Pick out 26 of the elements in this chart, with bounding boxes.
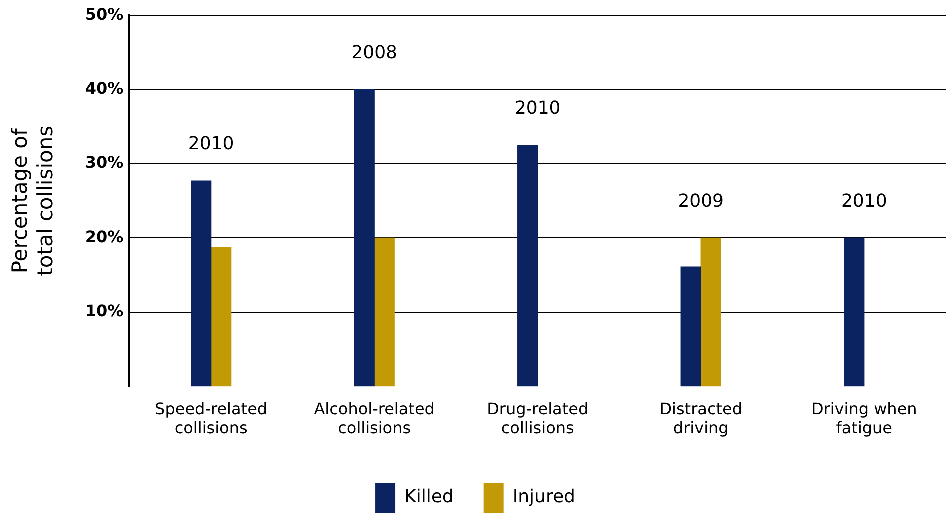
y-axis-title: Percentage of total collisions (8, 126, 58, 276)
annotation: 2010 (514, 98, 561, 120)
x-tick-label: Speed-related collisions (155, 399, 268, 438)
bar (518, 145, 538, 387)
x-tick-label: Driving when fatigue (811, 399, 918, 438)
y-tick-label: 50% (85, 4, 124, 24)
bar (700, 238, 722, 387)
bar (210, 248, 232, 387)
annotation: 2010 (841, 190, 888, 212)
y-tick-label: 30% (85, 153, 124, 172)
x-tick-label: Drug-related collisions (487, 399, 589, 438)
bar (680, 266, 702, 387)
annotation: 2010 (188, 134, 234, 155)
y-tick-label: 10% (85, 302, 124, 321)
x-tick-label: Alcohol-related collisions (314, 399, 435, 438)
y-tick-label: 20% (85, 227, 124, 246)
annotation: 2008 (352, 42, 398, 64)
bar (354, 89, 375, 387)
bar (844, 238, 865, 387)
bar (190, 180, 212, 387)
bar (374, 238, 395, 387)
x-tick-label: Distracted driving (660, 399, 743, 438)
legend-label: Injured (512, 486, 576, 508)
legend-label: Killed (404, 486, 454, 508)
annotation: 2009 (678, 190, 724, 212)
y-tick-label: 40% (85, 78, 124, 98)
